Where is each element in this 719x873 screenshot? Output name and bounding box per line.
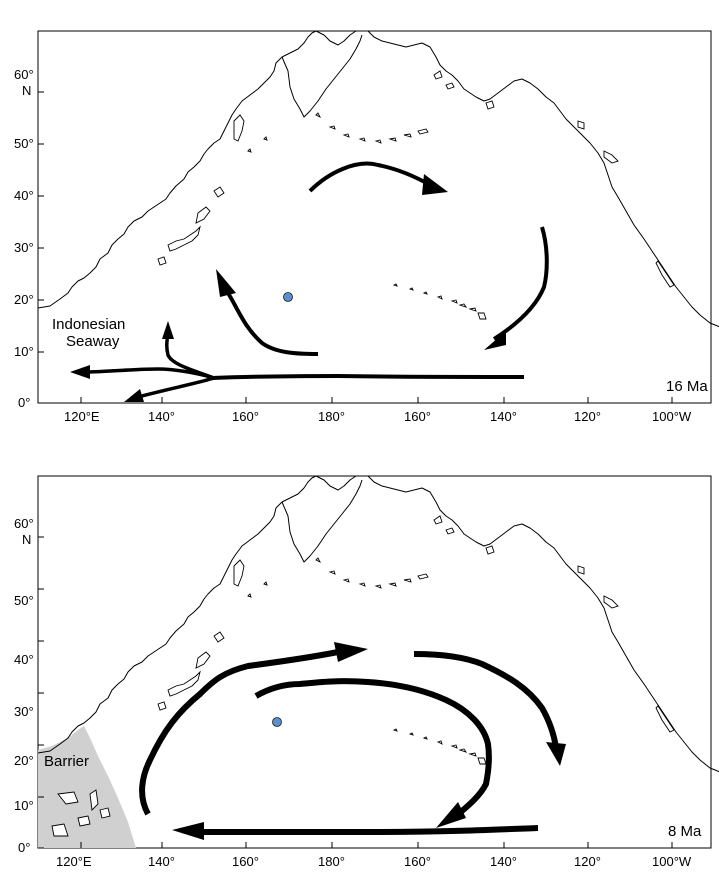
- current-arrow-seaway-south: [137, 376, 215, 399]
- lon-tick: 120°E: [64, 409, 100, 424]
- lon-tick: 100°W: [652, 854, 692, 869]
- arrowhead: [422, 174, 448, 195]
- arrowhead: [546, 742, 566, 766]
- barrier-island: [77, 815, 91, 827]
- lon-tick: 160°: [404, 854, 431, 869]
- lon-tick: 160°: [232, 854, 259, 869]
- lat-tick: 50°: [14, 136, 34, 151]
- lat-tick: 0°: [18, 395, 30, 410]
- barrier-region: [38, 726, 136, 848]
- lat-tick: 10°: [14, 344, 34, 359]
- lon-tick: 120°: [574, 854, 601, 869]
- lat-hemisphere: N: [22, 83, 31, 98]
- lon-tick: 160°: [232, 409, 259, 424]
- site-marker: [272, 717, 282, 727]
- arrowhead: [162, 321, 174, 339]
- age-label: 16 Ma: [666, 378, 708, 395]
- lat-tick: 60°: [14, 516, 34, 531]
- current-arrow-inner-gyre: [254, 678, 492, 819]
- lon-tick: 120°E: [56, 854, 92, 869]
- lon-tick: 180°: [318, 409, 345, 424]
- current-arrow-western-loop: [139, 649, 339, 816]
- lat-tick: 40°: [14, 188, 34, 203]
- lat-tick: 20°: [14, 753, 34, 768]
- map-panel-8ma: Barrier 8 Ma: [37, 475, 719, 849]
- current-arrow-equatorial: [211, 374, 525, 380]
- lat-tick: 30°: [14, 240, 34, 255]
- arrowhead: [334, 642, 368, 662]
- panel2-lon-labels: 120°E 140° 160° 180° 160° 140° 120° 100°…: [56, 854, 692, 869]
- barrier-label: Barrier: [44, 753, 89, 770]
- lat-tick: 30°: [14, 704, 34, 719]
- seaway-label-line1: Indonesian: [52, 316, 125, 333]
- current-arrow-seaway-north: [165, 334, 215, 380]
- current-arrows: [139, 642, 566, 840]
- arrowhead: [124, 389, 144, 402]
- current-arrow-east: [492, 226, 549, 341]
- arrowhead: [216, 269, 236, 297]
- panel1-lon-labels: 120°E 140° 160° 180° 160° 140° 120° 100°…: [64, 409, 692, 424]
- site-marker: [283, 292, 293, 302]
- lat-hemisphere: N: [22, 532, 31, 547]
- lon-tick: 140°: [148, 409, 175, 424]
- panel1-lat-labels: 0° 10° 20° 30° 40° 50° 60° N: [14, 67, 34, 410]
- panel2-lat-labels: 0° 10° 20° 30° 40° 50° 60° N: [14, 516, 34, 855]
- lat-tick: 50°: [14, 593, 34, 608]
- map-frame: [37, 475, 712, 849]
- lat-tick: 10°: [14, 798, 34, 813]
- current-arrow-west-loop: [226, 291, 319, 356]
- lon-tick: 180°: [318, 854, 345, 869]
- barrier-island: [89, 789, 99, 811]
- map-frame: [37, 30, 712, 404]
- arrowhead: [70, 365, 90, 379]
- arrowhead: [172, 822, 204, 840]
- barrier-island: [99, 807, 111, 819]
- barrier-island: [57, 791, 79, 805]
- lon-tick: 140°: [490, 409, 517, 424]
- current-arrows: [70, 161, 549, 402]
- lat-tick: 40°: [14, 652, 34, 667]
- map-panel-16ma: Indonesian Seaway 16 Ma: [37, 30, 719, 404]
- barrier-island: [51, 823, 69, 837]
- lon-tick: 140°: [148, 854, 175, 869]
- seaway-label-line2: Seaway: [66, 333, 120, 350]
- current-arrow-north: [308, 161, 431, 193]
- age-label: 8 Ma: [668, 823, 702, 840]
- lon-tick: 100°W: [652, 409, 692, 424]
- lon-tick: 120°: [574, 409, 601, 424]
- arrowhead: [484, 331, 506, 350]
- current-arrow-eastern: [413, 651, 559, 749]
- lat-tick: 0°: [18, 840, 30, 855]
- lat-tick: 60°: [14, 67, 34, 82]
- lon-tick: 160°: [404, 409, 431, 424]
- lon-tick: 140°: [490, 854, 517, 869]
- lat-tick: 20°: [14, 292, 34, 307]
- current-arrow-equatorial: [198, 825, 539, 835]
- arrowhead: [436, 802, 466, 828]
